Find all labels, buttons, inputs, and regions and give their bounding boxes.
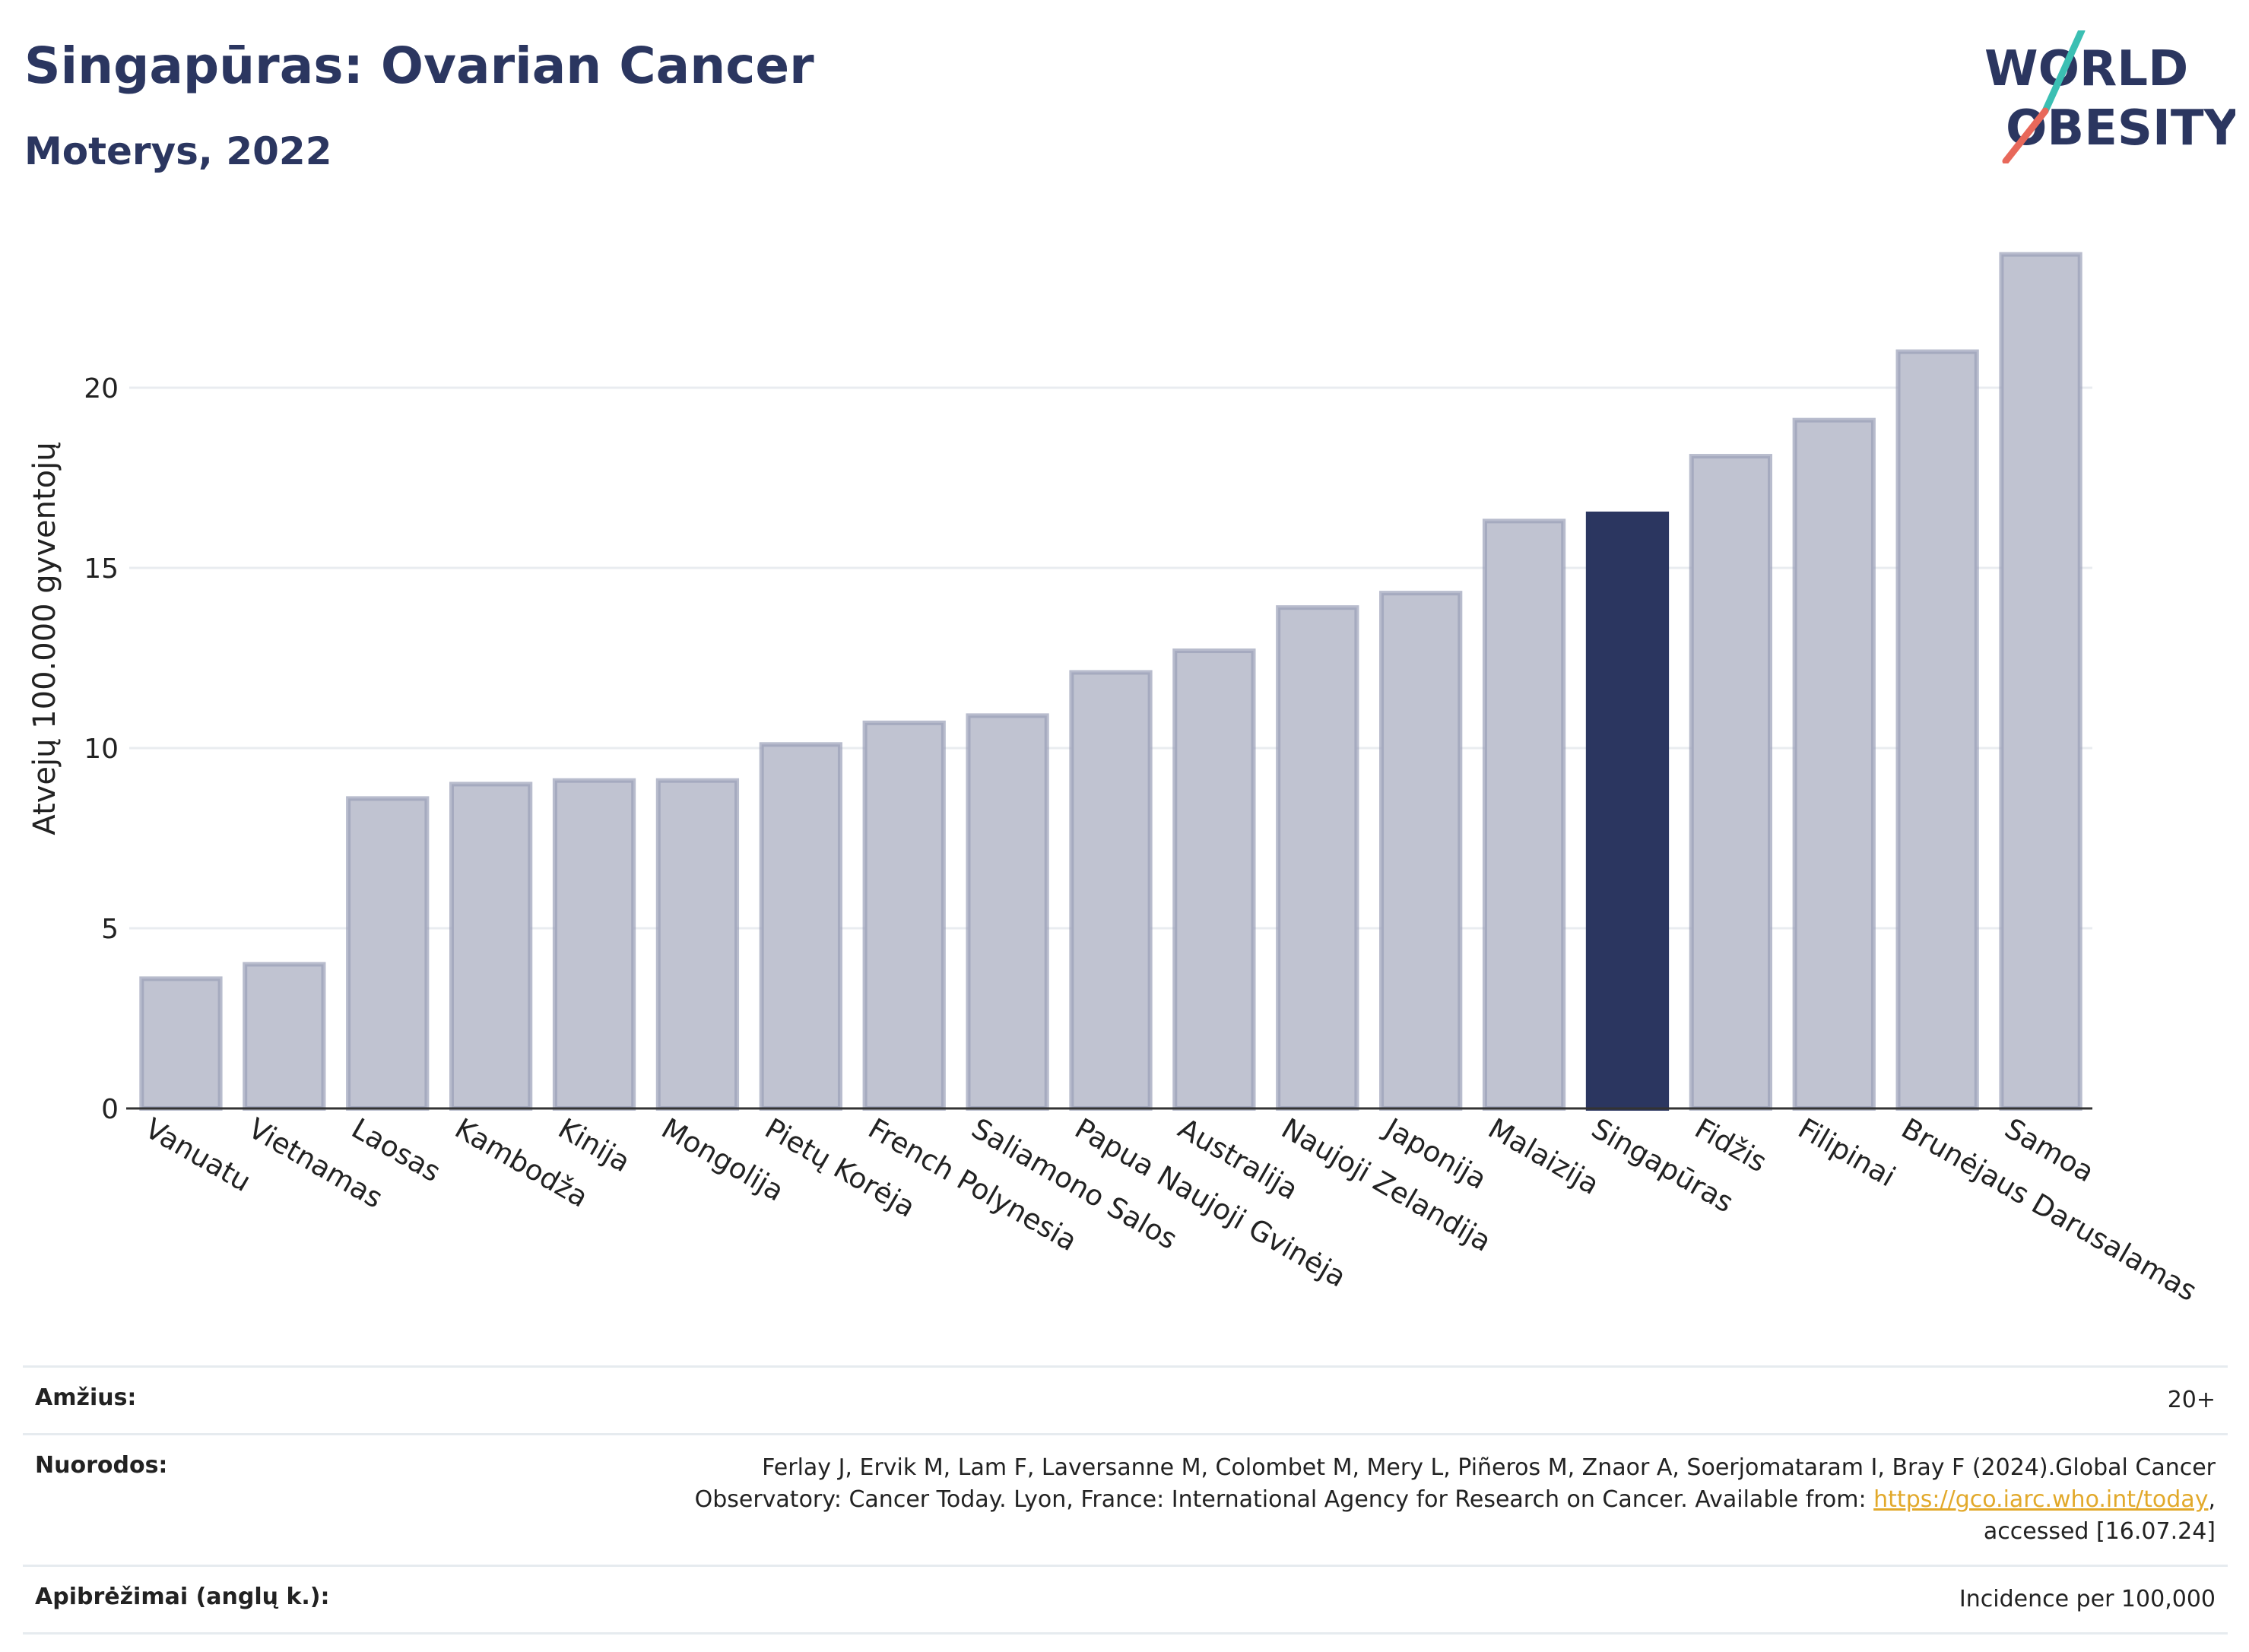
bar-malaizija[interactable] (1482, 518, 1566, 1111)
bars (139, 252, 2082, 1111)
y-tick-label: 10 (84, 734, 119, 765)
y-tick-label: 5 (101, 914, 119, 945)
y-tick-label: 20 (84, 373, 119, 404)
y-axis-label: Atvejų 100.000 gyventojų (27, 442, 62, 835)
footer-row-definitions: Apibrėžimai (anglų k.): Incidence per 10… (23, 1565, 2228, 1635)
footer-table: Amžius: 20+ Nuorodos: Ferlay J, Ervik M,… (23, 1365, 2228, 1635)
chart-subtitle: Moterys, 2022 (24, 129, 332, 173)
bar-mongolija[interactable] (655, 778, 740, 1111)
bar-australija[interactable] (1172, 648, 1256, 1111)
bar-kambodža[interactable] (449, 782, 533, 1111)
bar-laosas[interactable] (346, 796, 430, 1111)
bar-samoa[interactable] (1999, 252, 2082, 1111)
bar-saliamono-salos[interactable] (966, 713, 1049, 1111)
age-value: 20+ (2167, 1387, 2216, 1413)
x-tick-label: Vanuatu (139, 1112, 256, 1199)
references-label: Nuorodos: (35, 1452, 168, 1479)
x-tick-label: Filipinai (1793, 1112, 1901, 1194)
references-accessed: , accessed [16.07.24] (1983, 1486, 2216, 1545)
bar-japonija[interactable] (1379, 591, 1463, 1111)
world-obesity-logo: WORLD OBESITY (1984, 30, 2235, 163)
y-tick-label: 15 (84, 553, 119, 585)
bar-vietnamas[interactable] (243, 962, 326, 1111)
age-label: Amžius: (35, 1384, 137, 1411)
references-link[interactable]: https://gco.iarc.who.int/today (1873, 1486, 2209, 1513)
bar-singapūras[interactable] (1585, 511, 1670, 1111)
references-text: Ferlay J, Ervik M, Lam F, Laversanne M, … (694, 1454, 2216, 1513)
bar-naujoji-zelandija[interactable] (1276, 605, 1359, 1111)
chart-title: Singapūras: Ovarian Cancer (24, 36, 814, 95)
bar-pietų-korėja[interactable] (759, 742, 842, 1111)
definitions-label: Apibrėžimai (anglų k.): (35, 1584, 330, 1610)
bar-kinija[interactable] (552, 778, 636, 1111)
x-tick-label: Malaizija (1483, 1112, 1604, 1201)
bar-french-polynesia[interactable] (862, 720, 946, 1111)
svg-text:WORLD: WORLD (1984, 41, 2188, 97)
bar-fidžis[interactable] (1689, 454, 1773, 1111)
bar-vanuatu[interactable] (139, 976, 223, 1111)
bar-brunėjaus-darusalamas[interactable] (1895, 349, 1979, 1111)
references-value: Ferlay J, Ervik M, Lam F, Laversanne M, … (619, 1452, 2228, 1548)
definitions-value: Incidence per 100,000 (1959, 1586, 2216, 1612)
footer-row-age: Amžius: 20+ (23, 1365, 2228, 1433)
bar-filipinai[interactable] (1792, 417, 1876, 1111)
footer-row-references: Nuorodos: Ferlay J, Ervik M, Lam F, Lave… (23, 1433, 2228, 1565)
y-tick-label: 0 (101, 1094, 119, 1125)
bar-papua-naujoji-gvinėja[interactable] (1069, 670, 1153, 1111)
